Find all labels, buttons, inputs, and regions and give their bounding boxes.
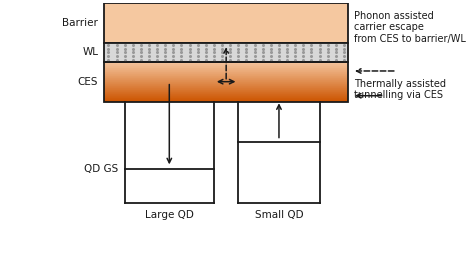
- Text: CES: CES: [78, 77, 98, 87]
- Text: Barrier: Barrier: [63, 18, 98, 28]
- Text: Thermally assisted
tunnelling via CES: Thermally assisted tunnelling via CES: [354, 79, 446, 100]
- Text: Small QD: Small QD: [255, 210, 303, 220]
- Text: Phonon assisted
carrier escape
from CES to barrier/WL: Phonon assisted carrier escape from CES …: [354, 11, 466, 44]
- Text: Large QD: Large QD: [145, 210, 194, 220]
- Text: WL: WL: [82, 47, 98, 57]
- Text: QD GS: QD GS: [84, 164, 118, 174]
- Polygon shape: [104, 3, 348, 43]
- Bar: [104, 43, 348, 62]
- Bar: [104, 62, 348, 102]
